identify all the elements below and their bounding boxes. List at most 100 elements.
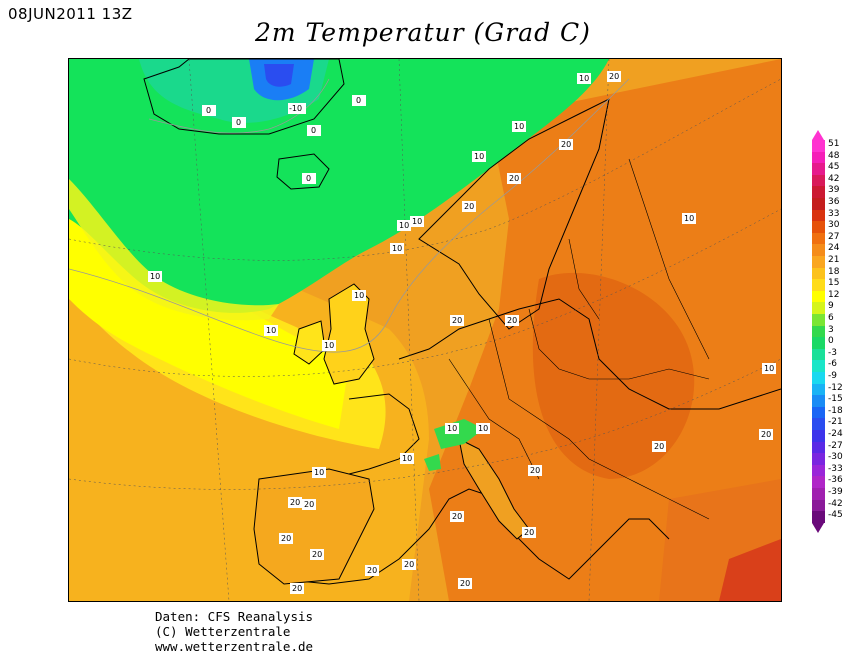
contour-label: 20 — [304, 500, 314, 509]
colorbar-level: -39 — [806, 487, 850, 500]
colorbar-level: 3 — [806, 324, 850, 338]
colorbar-level: 6 — [806, 313, 850, 326]
colorbar-swatch — [812, 174, 825, 187]
contour-label: 0 — [311, 126, 316, 135]
colorbar-level: 18 — [806, 266, 850, 280]
colorbar-level: -42 — [806, 498, 850, 512]
colorbar-level: -12 — [806, 383, 850, 396]
colorbar-swatch — [812, 151, 825, 164]
colorbar-level: -3 — [806, 348, 850, 361]
contour-label: 10 — [324, 341, 334, 350]
colorbar-label: 6 — [828, 313, 834, 323]
colorbar-label: -30 — [828, 452, 843, 463]
colorbar-label: 21 — [828, 255, 840, 265]
colorbar-label: -27 — [828, 440, 843, 451]
colorbar-level: -9 — [806, 371, 850, 384]
colorbar-level: 39 — [806, 185, 850, 198]
contour-label: 20 — [460, 579, 470, 588]
contour-label: 10 — [579, 74, 589, 83]
colorbar-label: -18 — [828, 405, 843, 416]
colorbar-level: 27 — [806, 231, 850, 245]
colorbar-level: -18 — [806, 405, 850, 419]
contour-label: -10 — [289, 104, 302, 113]
colorbar-swatch — [812, 372, 825, 384]
colorbar-min-arrow — [812, 522, 824, 533]
colorbar-swatch — [812, 453, 825, 465]
contour-label: 20 — [312, 550, 322, 559]
contour-label: 10 — [412, 217, 422, 226]
colorbar-level: 42 — [806, 174, 850, 187]
colorbar-label: -39 — [828, 487, 843, 497]
colorbar-label: -24 — [828, 429, 843, 439]
contour-label: 10 — [684, 214, 694, 223]
colorbar-level: 48 — [806, 151, 850, 164]
colorbar-swatch — [812, 441, 825, 454]
colorbar-swatch — [812, 395, 825, 407]
colorbar-level: -30 — [806, 452, 850, 465]
colorbar-level: 36 — [806, 197, 850, 210]
colorbar-label: -6 — [828, 359, 837, 370]
colorbar-label: 0 — [828, 336, 834, 347]
colorbar-swatch — [812, 348, 825, 361]
colorbar-label: 24 — [828, 243, 840, 254]
website-line: www.wetterzentrale.de — [155, 639, 314, 654]
colorbar-label: -45 — [828, 510, 843, 521]
colorbar-level: 15 — [806, 278, 850, 291]
colorbar-swatch — [812, 221, 825, 233]
colorbar-label: 45 — [828, 162, 840, 173]
colorbar-label: 33 — [828, 208, 840, 219]
colorbar-swatch — [812, 337, 825, 349]
colorbar-level: 33 — [806, 208, 850, 222]
colorbar-swatch — [812, 406, 825, 419]
contour-label: 20 — [404, 560, 414, 569]
contour-label: 20 — [761, 430, 771, 439]
colorbar-level: 30 — [806, 220, 850, 233]
colorbar-label: 39 — [828, 185, 840, 196]
data-credits: Daten: CFS Reanalysis (C) Wetterzentrale… — [155, 609, 313, 654]
colorbar-swatch — [812, 186, 825, 198]
colorbar-label: -42 — [828, 498, 843, 509]
colorbar-label: 18 — [828, 266, 840, 277]
contour-label: 20 — [561, 140, 571, 149]
contour-label: 20 — [452, 316, 462, 325]
colorbar-level: -27 — [806, 440, 850, 454]
colorbar-label: 3 — [828, 324, 834, 335]
colorbar-label: 36 — [828, 197, 840, 207]
colorbar-swatch — [812, 302, 825, 314]
colorbar-swatch — [812, 314, 825, 326]
colorbar-swatch — [812, 256, 825, 268]
contour-label: 20 — [509, 174, 519, 183]
contour-label: 10 — [314, 468, 324, 477]
colorbar-label: 27 — [828, 231, 840, 242]
contour-label: 20 — [292, 584, 302, 593]
colorbar-swatch — [812, 209, 825, 222]
contour-label: 10 — [447, 424, 457, 433]
contour-label: 10 — [266, 326, 276, 335]
contour-label: 20 — [290, 498, 300, 507]
contour-label: 0 — [206, 106, 211, 115]
contour-label: 20 — [654, 442, 664, 451]
colorbar-swatch — [812, 140, 825, 152]
colorbar-level: 21 — [806, 255, 850, 268]
colorbar-label: -21 — [828, 417, 843, 428]
colorbar-label: 15 — [828, 278, 840, 289]
contour-label: 20 — [281, 534, 291, 543]
colorbar-label: -36 — [828, 475, 843, 486]
contour-label-group: 10 20 10 20 10 20 20 10 10 10 10 10 10 1… — [148, 71, 776, 594]
colorbar-label: -33 — [828, 463, 843, 474]
contour-label: 20 — [524, 528, 534, 537]
contour-label: 0 — [356, 96, 361, 105]
colorbar-swatch — [812, 464, 825, 477]
contour-label: 10 — [150, 272, 160, 281]
chart-title: 2m Temperatur (Grad C) — [255, 18, 591, 47]
colorbar-swatch — [812, 198, 825, 210]
data-source-line: Daten: CFS Reanalysis — [155, 609, 314, 624]
contour-label: 20 — [507, 316, 517, 325]
temperature-map: 10 20 10 20 10 20 20 10 10 10 10 10 10 1… — [68, 58, 782, 602]
valid-time-label: 08JUN2011 13Z — [8, 5, 133, 23]
contour-label: 10 — [354, 291, 364, 300]
colorbar-swatch — [812, 244, 825, 256]
colorbar-swatch — [812, 232, 825, 245]
colorbar-swatch — [812, 383, 825, 396]
contour-label: 10 — [764, 364, 774, 373]
